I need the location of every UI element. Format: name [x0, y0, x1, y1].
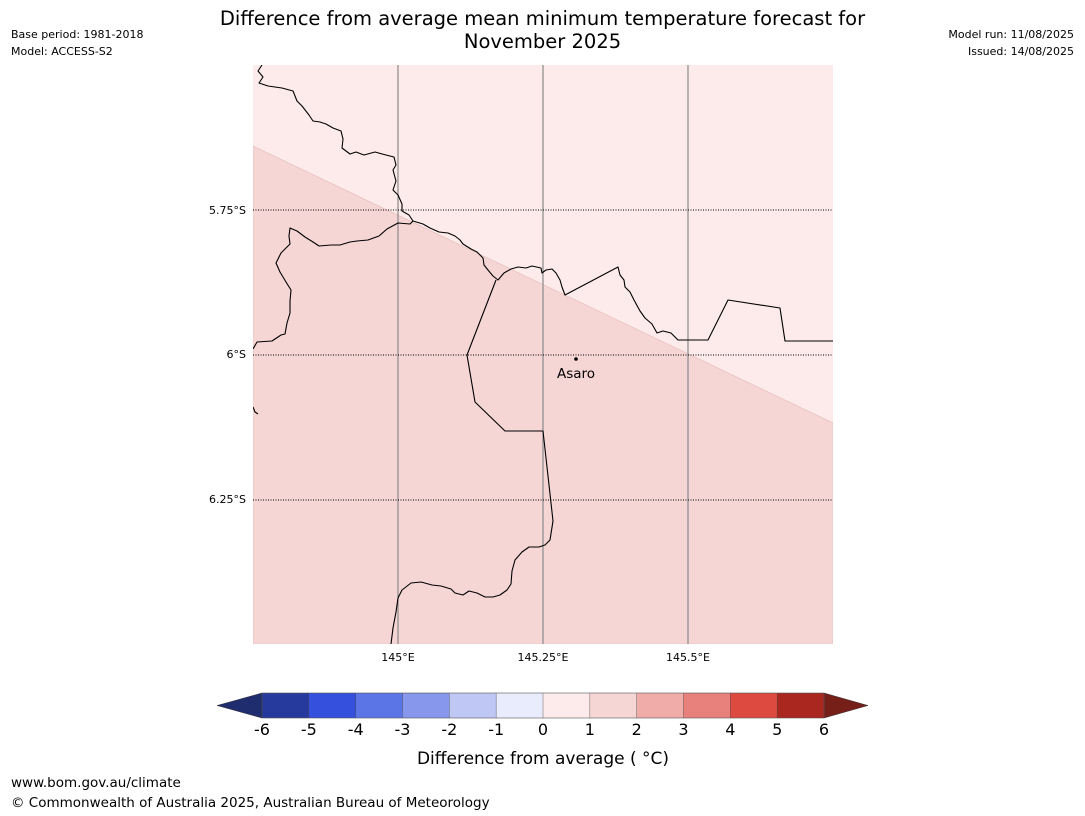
title-line-2: November 2025 — [463, 30, 622, 53]
colorbar-tick-label: -1 — [488, 720, 504, 739]
colorbar-swatch — [543, 693, 591, 718]
colorbar-tick-label: -6 — [254, 720, 270, 739]
parallels — [253, 209, 833, 501]
meta-right: Model run: 11/08/2025 Issued: 14/08/2025 — [948, 26, 1074, 60]
colorbar-swatch — [355, 693, 403, 718]
footer-copyright: © Commonwealth of Australia 2025, Austra… — [11, 795, 490, 811]
colorbar-tick-label: 5 — [772, 720, 782, 739]
title-line-1: Difference from average mean minimum tem… — [219, 7, 866, 30]
colorbar-tick-label: 3 — [678, 720, 688, 739]
boundary-central — [390, 279, 554, 644]
issued-date: Issued: 14/08/2025 — [967, 45, 1074, 58]
map-area: Asaro — [253, 65, 833, 644]
colorbar-tick-label: 6 — [819, 720, 829, 739]
place-marker-asaro — [574, 357, 578, 361]
colorbar-tick-label: 0 — [538, 720, 548, 739]
colorbar-title: Difference from average ( °C) — [417, 749, 669, 769]
meridians — [397, 65, 689, 644]
colorbar-swatch — [262, 693, 310, 718]
lat-label-5-75s: 5.75°S — [209, 204, 246, 217]
model-name: Model: ACCESS-S2 — [11, 45, 113, 58]
colorbar-swatch — [683, 693, 731, 718]
lon-label-145e: 145°E — [381, 651, 414, 664]
colorbar-extend-low — [216, 692, 263, 719]
colorbar-swatch — [308, 693, 357, 718]
lon-label-145-5e: 145.5°E — [666, 651, 710, 664]
colorbar-swatch — [449, 693, 497, 718]
colorbar-tick-label: 4 — [725, 720, 735, 739]
base-period: Base period: 1981-2018 — [11, 28, 144, 41]
boundary-northeast — [412, 220, 833, 342]
footer-url: www.bom.gov.au/climate — [11, 775, 181, 791]
colorbar-tick-label: 1 — [585, 720, 595, 739]
province-boundaries — [253, 65, 833, 644]
colorbar-swatch — [402, 693, 450, 718]
colorbar-tick-label: -5 — [301, 720, 317, 739]
colorbar-swatch — [589, 693, 638, 718]
boundary-west-stub — [253, 406, 259, 415]
map-title: Difference from average mean minimum tem… — [150, 7, 935, 53]
lat-label-6s: 6°S — [227, 348, 246, 361]
boundary-north — [253, 65, 414, 350]
lat-label-6-25s: 6.25°S — [209, 493, 246, 506]
colorbar-swatch — [730, 693, 778, 718]
colorbar-tick-label: 2 — [632, 720, 642, 739]
colorbar-swatch — [636, 693, 684, 718]
colorbar: -6 -5 -4 -3 -2 -1 0 1 2 3 4 5 6 — [216, 692, 869, 739]
model-run: Model run: 11/08/2025 — [948, 28, 1074, 41]
colorbar-swatch — [496, 693, 544, 718]
longitude-labels: 145°E 145.25°E 145.5°E — [381, 651, 710, 664]
colorbar-swatch — [777, 693, 825, 718]
lon-label-145-25e: 145.25°E — [518, 651, 569, 664]
colorbar-extend-high — [823, 692, 869, 719]
colorbar-tick-label: -3 — [395, 720, 411, 739]
place-label-asaro: Asaro — [557, 366, 595, 382]
meta-left: Base period: 1981-2018 Model: ACCESS-S2 — [11, 26, 143, 60]
colorbar-tick-label: -4 — [348, 720, 364, 739]
colorbar-tick-label: -2 — [441, 720, 457, 739]
latitude-labels: 5.75°S 6°S 6.25°S — [209, 204, 246, 506]
